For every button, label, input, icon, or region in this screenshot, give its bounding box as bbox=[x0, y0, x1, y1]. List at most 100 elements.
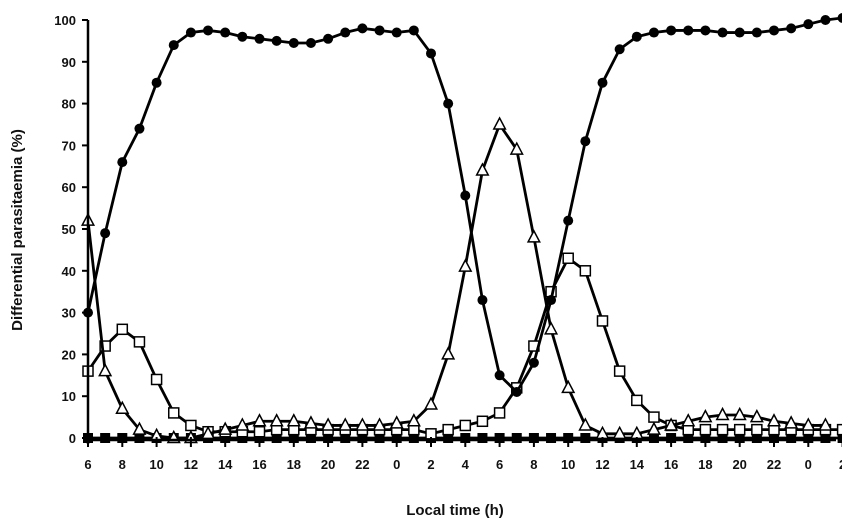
data-point bbox=[100, 228, 111, 239]
data-point bbox=[408, 25, 419, 36]
data-point bbox=[100, 433, 111, 443]
data-point bbox=[732, 406, 747, 421]
x-tick-label: 20 bbox=[321, 457, 335, 472]
data-point bbox=[717, 27, 728, 38]
data-point bbox=[220, 27, 231, 38]
data-point bbox=[580, 136, 591, 147]
data-point bbox=[271, 35, 282, 46]
y-tick-label: 50 bbox=[62, 222, 76, 237]
data-point bbox=[751, 27, 762, 38]
data-point bbox=[99, 340, 111, 352]
data-point bbox=[528, 357, 539, 368]
y-tick-label: 80 bbox=[62, 97, 76, 112]
y-tick-label: 40 bbox=[62, 264, 76, 279]
data-point bbox=[389, 415, 404, 429]
data-point bbox=[578, 417, 593, 431]
x-tick-label: 20 bbox=[732, 457, 746, 472]
y-tick-label: 10 bbox=[62, 389, 76, 404]
data-point bbox=[801, 417, 816, 431]
data-point bbox=[751, 433, 762, 443]
data-point bbox=[699, 423, 712, 436]
data-point bbox=[115, 400, 130, 414]
data-point bbox=[252, 413, 267, 427]
x-tick-label: 10 bbox=[561, 457, 575, 472]
data-point bbox=[133, 336, 146, 348]
y-tick-label: 90 bbox=[62, 55, 76, 70]
y-tick-label: 60 bbox=[62, 180, 76, 195]
data-point bbox=[254, 33, 265, 44]
data-point bbox=[493, 407, 506, 419]
x-tick-label: 18 bbox=[287, 457, 301, 472]
series-line bbox=[86, 16, 842, 394]
data-point bbox=[494, 370, 505, 381]
data-point bbox=[253, 425, 266, 438]
y-tick-label: 30 bbox=[62, 306, 76, 321]
data-point bbox=[820, 433, 831, 443]
x-tick-label: 2 bbox=[839, 457, 842, 472]
data-point bbox=[237, 433, 248, 443]
series-line bbox=[86, 256, 842, 436]
data-point bbox=[700, 25, 711, 36]
data-point bbox=[185, 27, 196, 38]
data-point bbox=[477, 433, 488, 443]
data-point bbox=[492, 116, 507, 130]
data-point bbox=[546, 295, 557, 306]
data-point bbox=[733, 423, 746, 436]
data-point bbox=[561, 379, 576, 394]
data-point bbox=[698, 408, 713, 423]
data-point bbox=[769, 25, 779, 36]
x-ticks: 6 8 10 12 14 16 18 20 22 0 2 4 6 8 10 12 14 16 18 20 22 0 2 bbox=[84, 437, 842, 472]
data-point bbox=[237, 31, 248, 42]
x-tick-label: 10 bbox=[149, 457, 163, 472]
data-point bbox=[509, 141, 524, 155]
data-point bbox=[563, 215, 574, 226]
data-point bbox=[681, 413, 696, 427]
data-point bbox=[408, 433, 419, 443]
data-point bbox=[666, 25, 677, 36]
y-tick-label: 0 bbox=[69, 431, 76, 446]
data-point bbox=[751, 423, 763, 436]
data-point bbox=[648, 27, 659, 38]
data-point bbox=[749, 408, 764, 423]
data-point bbox=[766, 413, 782, 427]
data-point bbox=[117, 157, 128, 168]
data-point bbox=[648, 411, 660, 423]
data-point bbox=[836, 423, 842, 436]
data-point bbox=[303, 415, 318, 429]
data-point bbox=[185, 419, 197, 432]
data-point bbox=[715, 406, 730, 421]
y-axis-title: Differential parasitaemia (%) bbox=[9, 129, 26, 331]
x-tick-label: 22 bbox=[767, 457, 781, 472]
data-point bbox=[441, 346, 456, 360]
data-point bbox=[134, 123, 145, 134]
data-point bbox=[374, 433, 385, 443]
data-point bbox=[837, 12, 842, 23]
series-filled-circle bbox=[83, 12, 842, 398]
data-point bbox=[168, 40, 179, 51]
data-point bbox=[631, 31, 642, 42]
data-point bbox=[443, 433, 454, 443]
data-point bbox=[321, 417, 336, 431]
data-point bbox=[476, 415, 489, 428]
data-point bbox=[340, 27, 351, 38]
data-point bbox=[286, 413, 301, 427]
data-point bbox=[784, 415, 799, 429]
series-open-triangle bbox=[80, 116, 833, 444]
data-point bbox=[562, 252, 574, 265]
x-tick-label: 2 bbox=[427, 457, 434, 472]
data-point bbox=[426, 48, 436, 59]
data-point bbox=[150, 373, 163, 386]
x-tick-label: 16 bbox=[664, 457, 678, 472]
x-tick-label: 14 bbox=[630, 457, 645, 472]
data-point bbox=[683, 25, 694, 36]
data-point bbox=[614, 44, 625, 55]
data-point bbox=[613, 365, 626, 377]
data-point bbox=[597, 77, 608, 88]
data-point bbox=[511, 433, 522, 443]
data-point bbox=[664, 417, 679, 431]
data-point bbox=[235, 417, 250, 431]
data-point bbox=[631, 394, 643, 407]
x-tick-label: 0 bbox=[805, 457, 812, 472]
x-tick-label: 12 bbox=[595, 457, 609, 472]
